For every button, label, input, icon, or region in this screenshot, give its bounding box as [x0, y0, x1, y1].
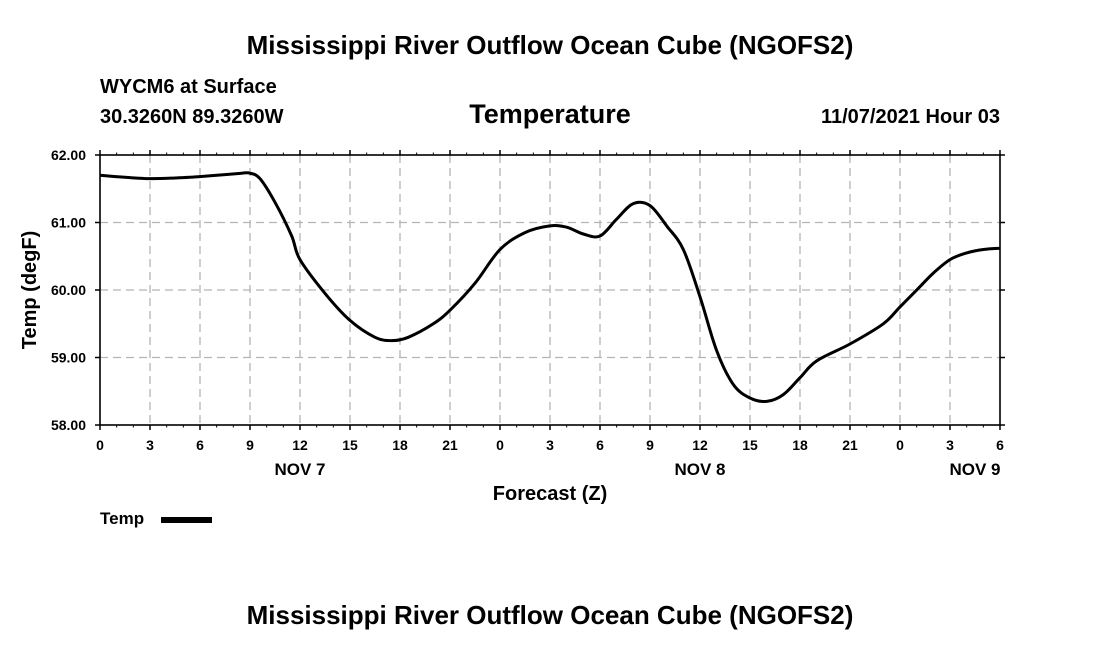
station-coordinates: 30.3260N 89.3260W — [100, 106, 284, 128]
issued-time: 11/07/2021 Hour 03 — [820, 106, 1000, 128]
footer-title: Mississippi River Outflow Ocean Cube (NG… — [246, 600, 854, 630]
x-tick-label: 0 — [896, 437, 904, 453]
x-tick-label: 18 — [392, 437, 408, 453]
legend-label: Temp — [100, 509, 145, 528]
y-tick-label: 59.00 — [51, 350, 86, 366]
y-tick-label: 61.00 — [51, 215, 86, 231]
x-tick-label: 12 — [292, 437, 308, 453]
y-tick-label: 62.00 — [51, 147, 86, 163]
x-tick-label: 12 — [692, 437, 708, 453]
x-tick-label: 15 — [742, 437, 758, 453]
main-title: Mississippi River Outflow Ocean Cube (NG… — [246, 30, 854, 60]
x-tick-label: 3 — [146, 437, 154, 453]
chart-title: Temperature — [469, 99, 631, 129]
x-tick-label: 21 — [442, 437, 458, 453]
x-tick-label: 9 — [246, 437, 254, 453]
x-tick-label: 18 — [792, 437, 808, 453]
legend-swatch — [161, 517, 212, 523]
y-tick-label: 60.00 — [51, 282, 86, 298]
tick-label-layer: 58.00 59.00 60.00 61.00 62.00 0 3 6 9 12 15 18 21 0 3 6… — [51, 147, 1004, 479]
x-tick-label: 0 — [96, 437, 104, 453]
x-tick-label: 3 — [946, 437, 954, 453]
station-name: WYCM6 at Surface — [100, 76, 277, 98]
axis-layer — [95, 150, 1005, 430]
date-label: NOV 9 — [949, 460, 1000, 479]
date-label: NOV 7 — [274, 460, 325, 479]
x-tick-label: 21 — [842, 437, 858, 453]
x-tick-label: 3 — [546, 437, 554, 453]
x-tick-label: 6 — [996, 437, 1004, 453]
plot-frame — [99, 154, 1001, 426]
x-tick-label: 9 — [646, 437, 654, 453]
temp-series-line — [99, 171, 1001, 404]
x-tick-label: 6 — [596, 437, 604, 453]
x-tick-label: 6 — [196, 437, 204, 453]
x-axis-label: Forecast (Z) — [493, 483, 607, 505]
y-tick-label: 58.00 — [51, 417, 86, 433]
x-tick-label: 15 — [342, 437, 358, 453]
grid-layer — [100, 155, 1000, 425]
date-label: NOV 8 — [674, 460, 725, 479]
x-tick-label: 0 — [496, 437, 504, 453]
y-axis-label: Temp (degF) — [19, 231, 41, 350]
